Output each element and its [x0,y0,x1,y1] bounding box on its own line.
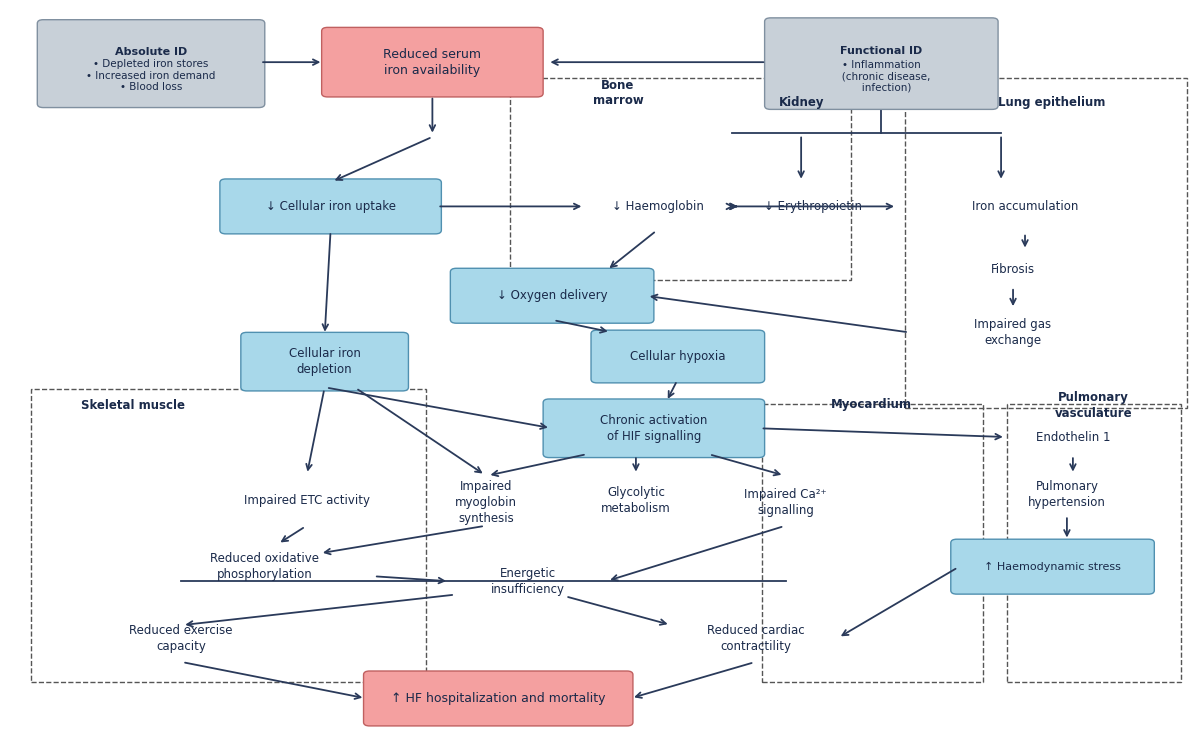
Text: Iron accumulation: Iron accumulation [972,200,1079,213]
FancyBboxPatch shape [37,20,265,107]
Text: Reduced serum
iron availability: Reduced serum iron availability [383,48,481,76]
Text: Skeletal muscle: Skeletal muscle [82,399,185,412]
Text: Functional ID: Functional ID [840,46,923,56]
Text: Glycolytic
metabolism: Glycolytic metabolism [601,487,671,515]
FancyBboxPatch shape [592,330,764,383]
Text: Impaired Ca²⁺
signalling: Impaired Ca²⁺ signalling [744,489,827,517]
Text: ↓ Haemoglobin: ↓ Haemoglobin [612,200,703,213]
Text: Reduced oxidative
phosphorylation: Reduced oxidative phosphorylation [210,552,319,581]
Text: Lung epithelium: Lung epithelium [997,96,1105,109]
Text: Pulmonary
vasculature: Pulmonary vasculature [1055,391,1132,420]
Text: Impaired gas
exchange: Impaired gas exchange [974,318,1051,347]
Text: Reduced cardiac
contractility: Reduced cardiac contractility [707,624,804,653]
Text: ↑ HF hospitalization and mortality: ↑ HF hospitalization and mortality [391,692,606,705]
FancyBboxPatch shape [450,268,654,323]
Text: Kidney: Kidney [779,96,824,109]
Text: Impaired ETC activity: Impaired ETC activity [244,494,370,507]
FancyBboxPatch shape [544,399,764,458]
Text: Impaired
myoglobin
synthesis: Impaired myoglobin synthesis [455,481,517,526]
Text: Reduced exercise
capacity: Reduced exercise capacity [130,624,233,653]
Text: Absolute ID: Absolute ID [115,46,187,57]
Text: Cellular hypoxia: Cellular hypoxia [630,350,726,363]
FancyBboxPatch shape [764,18,998,110]
Text: ↓ Erythropoietin: ↓ Erythropoietin [764,200,862,213]
FancyBboxPatch shape [241,332,408,391]
Text: Energetic
insufficiency: Energetic insufficiency [491,567,565,596]
FancyBboxPatch shape [950,539,1154,594]
Text: Fibrosis: Fibrosis [991,263,1036,276]
FancyBboxPatch shape [322,27,544,97]
FancyBboxPatch shape [364,671,632,726]
Text: • Depleted iron stores
• Increased iron demand
• Blood loss: • Depleted iron stores • Increased iron … [86,59,216,93]
Text: Bone
marrow: Bone marrow [593,79,643,107]
Text: • Inflammation
   (chronic disease,
   infection): • Inflammation (chronic disease, infecti… [832,60,930,93]
Text: ↓ Cellular iron uptake: ↓ Cellular iron uptake [265,200,396,213]
Text: Myocardium: Myocardium [832,398,912,411]
Text: Cellular iron
depletion: Cellular iron depletion [289,347,360,376]
Text: Pulmonary
hypertension: Pulmonary hypertension [1028,481,1106,509]
Text: Endothelin 1: Endothelin 1 [1036,431,1110,443]
FancyBboxPatch shape [220,179,442,234]
Text: ↑ Haemodynamic stress: ↑ Haemodynamic stress [984,562,1121,572]
Text: Chronic activation
of HIF signalling: Chronic activation of HIF signalling [600,414,708,442]
Text: ↓ Oxygen delivery: ↓ Oxygen delivery [497,290,607,302]
